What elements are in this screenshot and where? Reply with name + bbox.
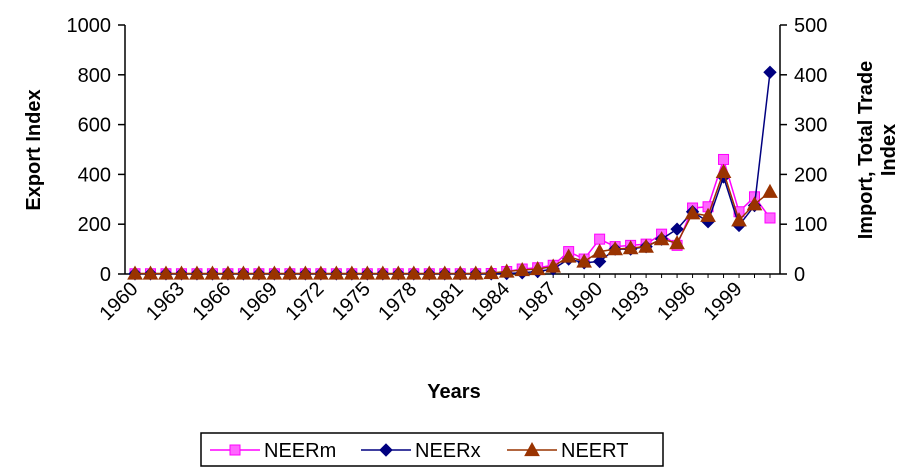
x-tick-label: 1981 [421, 278, 468, 325]
series-neerm [129, 153, 776, 280]
left-tick-label: 400 [78, 164, 111, 186]
series-line-neerm [135, 156, 771, 275]
legend-box [200, 432, 664, 467]
series-neert [127, 163, 778, 280]
data-point-neert [529, 260, 546, 276]
legend-marker [379, 443, 393, 457]
data-point-neert [560, 248, 577, 263]
data-point-neert [715, 163, 732, 179]
data-point-neerm [594, 233, 606, 245]
x-tick-label: 1987 [514, 278, 561, 325]
right-tick-label: 300 [794, 115, 827, 137]
data-point-neerx [763, 65, 777, 80]
legend-item-neerm: NEERm [210, 440, 336, 462]
data-point-neert [607, 241, 623, 256]
left-tick-label: 600 [78, 115, 111, 137]
data-point-neert [514, 261, 531, 277]
legend-label: NEERm [264, 440, 336, 462]
right-tick-label: 400 [794, 65, 827, 87]
axes [124, 25, 781, 275]
data-point-neert [343, 265, 360, 280]
left-axis-ticks: 0 200 400 600 800 1000 [67, 15, 125, 286]
data-point-neert [669, 235, 685, 250]
data-point-neert [700, 207, 716, 222]
left-axis-title: Export Index [23, 89, 45, 210]
data-point-neert [545, 258, 562, 273]
data-point-neert [328, 265, 345, 280]
x-tick-label: 1978 [374, 278, 421, 325]
x-tick-label: 1990 [560, 278, 607, 325]
x-tick-label: 1999 [700, 278, 747, 325]
x-tick-label: 1969 [235, 278, 282, 325]
data-point-neert [436, 265, 453, 280]
data-point-neert [390, 265, 407, 280]
legend: NEERm NEERx NEERT [200, 432, 664, 467]
data-point-neert [158, 265, 174, 280]
right-tick-label: 0 [794, 264, 805, 286]
left-tick-label: 200 [78, 214, 111, 236]
left-tick-label: 0 [100, 264, 111, 286]
x-tick-label: 1963 [142, 278, 189, 325]
x-axis-ticks: 1960 1963 1966 1969 1972 1975 1978 1981 1984 1987… [96, 274, 771, 325]
data-point-neert [421, 265, 438, 280]
right-axis-ticks: 0 100 200 300 400 500 [780, 15, 827, 286]
left-tick-label: 1000 [67, 15, 112, 37]
right-tick-label: 200 [794, 164, 827, 186]
data-point-neert [374, 265, 391, 280]
x-tick-label: 1975 [328, 278, 375, 325]
data-point-neert [127, 265, 143, 280]
x-tick-label: 1993 [607, 278, 654, 325]
series-layer [127, 65, 778, 281]
data-point-neert [452, 265, 469, 280]
legend-marker [229, 444, 241, 456]
x-tick-label: 1996 [653, 278, 700, 325]
right-tick-label: 100 [794, 214, 827, 236]
data-point-neert [762, 183, 778, 198]
data-point-neert [653, 231, 670, 246]
data-point-neert [498, 263, 515, 278]
x-axis-title: Years [427, 381, 480, 403]
data-point-neert [173, 265, 190, 280]
data-point-neerm [718, 153, 730, 165]
data-point-neert [638, 238, 654, 253]
legend-item-neert: NEERT [507, 440, 628, 462]
data-point-neert [251, 265, 267, 280]
data-point-neert [467, 265, 484, 280]
data-point-neert [576, 253, 592, 268]
legend-marker [524, 441, 540, 457]
left-tick-label: 800 [78, 65, 111, 87]
right-tick-label: 500 [794, 15, 827, 37]
data-point-neert [622, 240, 639, 255]
data-point-neert [684, 205, 701, 220]
series-line-neert [135, 169, 771, 275]
x-tick-label: 1966 [188, 278, 235, 325]
data-point-neert [142, 265, 159, 280]
data-point-neert [746, 196, 763, 211]
data-point-neert [204, 265, 221, 280]
data-point-neert [405, 265, 422, 280]
x-tick-label: 1984 [467, 278, 514, 325]
data-point-neert [189, 265, 205, 280]
right-axis-title-line2: Index [878, 124, 900, 176]
data-point-neert [266, 265, 283, 280]
legend-label: NEERx [415, 440, 481, 462]
data-point-neert [483, 264, 500, 280]
data-point-neert [282, 265, 298, 280]
data-point-neerm [764, 212, 776, 224]
data-point-neert [313, 265, 329, 280]
x-tick-label: 1972 [281, 278, 328, 325]
right-axis-title-line1: Import, Total Trade [855, 61, 877, 240]
data-point-neert [297, 265, 314, 280]
data-point-neert [220, 265, 236, 280]
data-point-neert [591, 243, 608, 258]
data-point-neert [359, 265, 376, 280]
data-point-neert [731, 212, 747, 227]
legend-label: NEERT [561, 440, 628, 462]
data-point-neerx [592, 254, 607, 269]
data-point-neert [235, 265, 252, 280]
legend-item-neerx: NEERx [361, 440, 481, 462]
